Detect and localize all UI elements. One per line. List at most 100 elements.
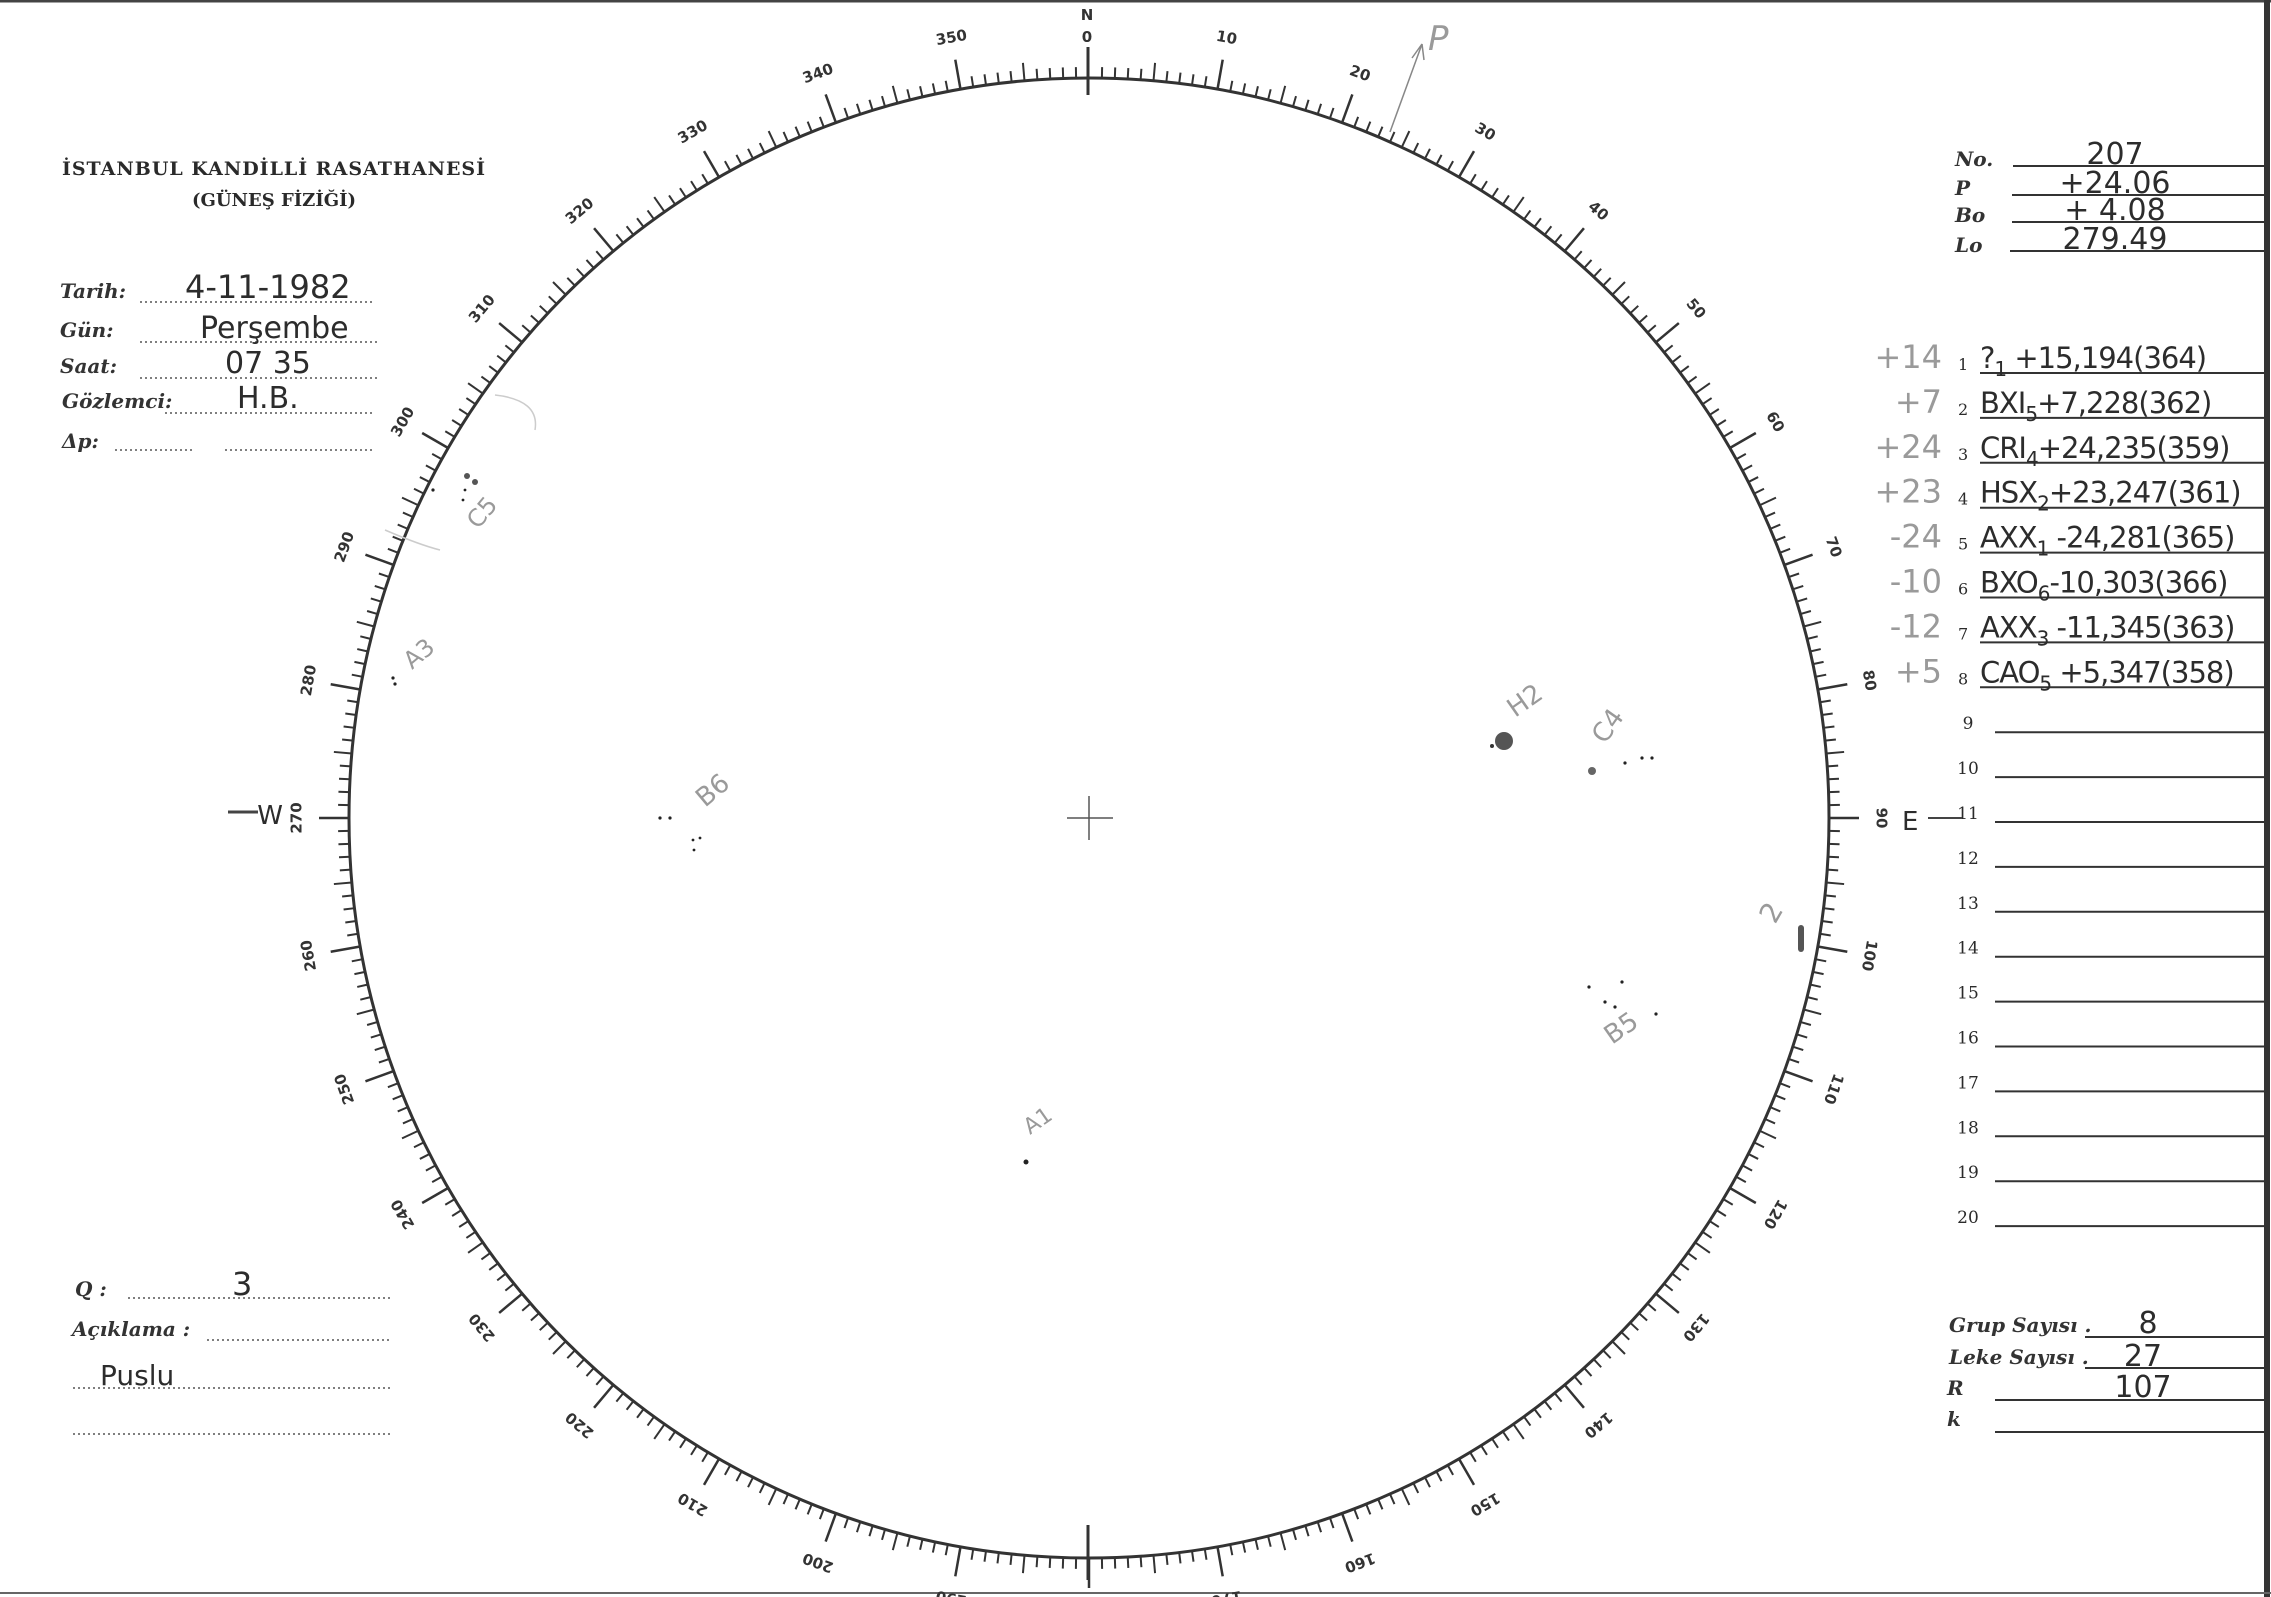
p-label: P	[1954, 176, 1971, 200]
scale-tick	[625, 225, 635, 236]
scale-label: 300	[387, 404, 418, 440]
group-class-subscript: 6	[2038, 582, 2050, 606]
group-count-value[interactable]: 8	[2138, 1306, 2157, 1341]
scale-tick	[343, 725, 355, 729]
group-coordinates: +5,347(358)	[2051, 655, 2234, 689]
scale-label: 270	[288, 802, 306, 833]
scale-tick	[593, 227, 615, 252]
scale-tick	[653, 1423, 666, 1440]
sunspot	[464, 473, 470, 479]
group-entry[interactable]: BXI5+7,228(362)	[1980, 386, 2212, 426]
scale-tick	[1543, 1400, 1553, 1411]
scale-tick	[357, 648, 369, 653]
group-class-subscript: 5	[2039, 671, 2051, 695]
scale-tick	[843, 1517, 850, 1529]
scale-tick	[1457, 1458, 1476, 1486]
scale-tick	[983, 1550, 988, 1562]
p-value[interactable]: +24.06	[2059, 166, 2170, 201]
scale-tick	[402, 1118, 414, 1125]
scale-tick	[1817, 945, 1848, 953]
bo-value[interactable]: + 4.08	[2064, 193, 2165, 228]
scale-tick	[646, 209, 655, 220]
scale-tick	[1709, 1220, 1720, 1228]
scale-tick	[1292, 95, 1297, 107]
group-number: 19	[1957, 1163, 1979, 1183]
spot-count-value[interactable]: 27	[2124, 1339, 2162, 1374]
scale-tick	[330, 945, 361, 953]
scale-tick	[1806, 996, 1818, 1001]
scale-tick	[1365, 1503, 1372, 1515]
scale-label: 160	[1342, 1549, 1378, 1577]
scale-label: 60	[1762, 408, 1788, 435]
group-row: -12 7 AXX3 -11,345(363)	[1890, 607, 2265, 650]
scale-tick	[458, 408, 469, 416]
group-entry[interactable]: HSX2+23,247(361)	[1980, 476, 2242, 516]
scale-tick	[552, 1340, 567, 1355]
time-label: Saat:	[60, 354, 117, 378]
scale-tick	[1241, 83, 1247, 95]
group-coordinates: +15,194(364)	[2006, 341, 2206, 375]
scale-tick	[539, 1321, 549, 1331]
group-number: 18	[1957, 1118, 1979, 1138]
group-entry[interactable]: BXO6-10,303(366)	[1980, 566, 2228, 606]
date-value[interactable]: 4-11-1982	[185, 268, 351, 306]
group-entry[interactable]: AXX3 -11,345(363)	[1980, 610, 2235, 650]
scale-tick	[1803, 1008, 1822, 1016]
lo-value[interactable]: 279.49	[2063, 222, 2168, 257]
scale-tick	[498, 322, 523, 344]
observer-value[interactable]: H.B.	[237, 381, 299, 416]
group-number: 13	[1957, 894, 1979, 914]
scale-tick	[378, 572, 390, 579]
group-entry[interactable]: AXX1 -24,281(365)	[1980, 521, 2235, 561]
scale-tick	[1826, 750, 1845, 755]
group-class: CAO	[1980, 655, 2040, 689]
scale-tick	[401, 1129, 419, 1140]
scale-tick	[767, 1488, 778, 1506]
scale-tick	[843, 107, 850, 119]
group-latitude-note: +14	[1874, 338, 1942, 376]
scale-tick	[1788, 572, 1800, 579]
scale-tick	[1126, 1556, 1130, 1569]
scale-tick	[1583, 1367, 1593, 1377]
scale-tick	[1491, 1438, 1499, 1449]
scale-tick	[1827, 855, 1840, 859]
scale-tick	[345, 919, 357, 924]
scale-tick	[488, 1262, 499, 1271]
empty-group-row: 20	[1957, 1208, 2265, 1228]
group-entry[interactable]: CAO5 +5,347(358)	[1980, 655, 2235, 695]
scale-tick	[1741, 464, 1753, 472]
scale-tick	[1304, 1525, 1310, 1537]
scale-tick	[1709, 408, 1720, 416]
time-value[interactable]: 07 35	[225, 346, 311, 381]
scale-tick	[1543, 225, 1553, 236]
group-latitude-note: +7	[1895, 383, 1942, 421]
empty-group-row: 14	[1957, 939, 2265, 959]
scale-tick	[467, 1241, 484, 1254]
scale-tick	[794, 1498, 801, 1510]
group-number: 3	[1958, 445, 1968, 464]
scale-label: 260	[297, 939, 320, 973]
scale-tick	[1655, 322, 1680, 344]
scale-tick	[365, 553, 395, 567]
group-entry[interactable]: ?1 +15,194(364)	[1980, 341, 2207, 381]
remark-value[interactable]: Puslu	[100, 1359, 174, 1392]
scale-tick	[1611, 1340, 1626, 1355]
day-value[interactable]: Perşembe	[200, 311, 349, 346]
no-value[interactable]: 207	[2086, 137, 2143, 172]
totals-fields: Grup Sayısı . 8 Leke Sayısı . 27 R 107 k	[1946, 1306, 2265, 1433]
scale-tick	[1823, 907, 1835, 911]
scale-tick	[354, 970, 366, 976]
scale-tick	[767, 130, 778, 148]
scale-tick	[413, 487, 425, 495]
scale-tick	[498, 1292, 523, 1314]
group-entry[interactable]: CRI4+24,235(359)	[1980, 431, 2230, 471]
scale-tick	[431, 1175, 443, 1183]
scale-tick	[724, 1464, 732, 1476]
q-value[interactable]: 3	[232, 1265, 252, 1303]
group-number: 8	[1958, 669, 1968, 688]
scale-tick	[576, 1358, 586, 1368]
r-value[interactable]: 107	[2114, 1370, 2171, 1405]
scale-tick	[339, 868, 351, 872]
sunspot	[461, 498, 465, 502]
scale-tick	[1316, 1521, 1323, 1533]
